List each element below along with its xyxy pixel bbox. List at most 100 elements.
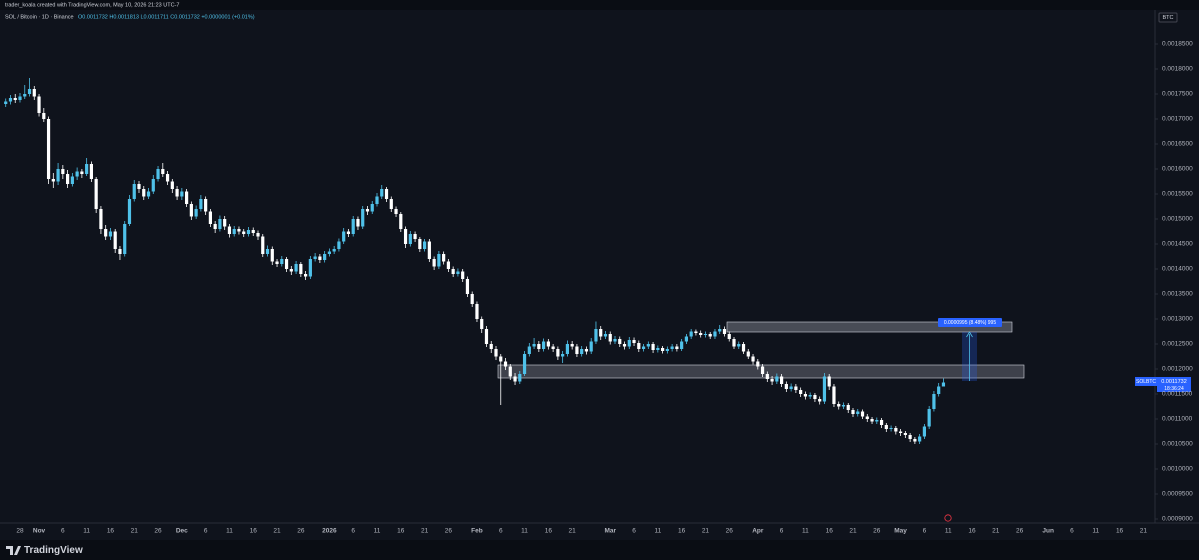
candle-body	[713, 331, 717, 337]
candle-body	[646, 344, 650, 347]
candle-body	[142, 189, 146, 197]
y-tick-label: 0.0013000	[1162, 316, 1193, 323]
candle-body	[42, 113, 46, 119]
candle-body	[351, 219, 355, 234]
candle-body	[651, 344, 655, 350]
candle-body	[484, 329, 489, 344]
candle-body	[46, 119, 51, 179]
candle-body	[127, 199, 132, 224]
candle-body	[775, 376, 779, 382]
x-tick-label: May	[894, 528, 907, 535]
candle-body	[151, 179, 155, 192]
candle-body	[561, 354, 565, 357]
candle-body	[380, 189, 384, 197]
countdown: 18:36:24	[1164, 386, 1184, 392]
candle-body	[732, 339, 736, 347]
candle-body	[632, 340, 636, 343]
candle-body	[532, 344, 536, 347]
resistance-zone[interactable]	[726, 321, 1013, 333]
y-tick-label: 0.0011000	[1162, 416, 1193, 423]
x-tick-label: 2026	[322, 528, 337, 535]
candle-body	[146, 191, 151, 197]
y-tick-label: 0.0010000	[1162, 466, 1193, 473]
x-tick-label: 26	[873, 528, 881, 535]
candle-body	[494, 349, 498, 357]
x-tick-label: 16	[250, 528, 258, 535]
candle-body	[161, 169, 165, 174]
candle-body	[256, 233, 260, 237]
candle-body	[699, 333, 703, 335]
candles	[4, 78, 946, 444]
candle-body	[442, 254, 446, 262]
candle-body	[822, 376, 827, 402]
candle-body	[551, 346, 555, 349]
candle-body	[751, 356, 755, 362]
candle-body	[199, 199, 203, 209]
candle-body	[427, 241, 431, 259]
candle-body	[765, 374, 769, 379]
measure-label: 0.0000995 (8.48%) 995	[944, 320, 996, 326]
candle-body	[760, 366, 765, 374]
y-tick-label: 0.0014000	[1162, 266, 1193, 273]
candle-body	[227, 226, 232, 234]
currency-label[interactable]: BTC	[1163, 15, 1174, 21]
candle-body	[899, 431, 903, 433]
candle-body	[799, 390, 803, 394]
x-tick-label: 26	[297, 528, 305, 535]
x-tick-label: 16	[397, 528, 405, 535]
candle-body	[770, 379, 774, 382]
candle-body	[208, 211, 212, 224]
candle-body	[818, 399, 822, 402]
last-price: 0.0011732	[1161, 379, 1187, 385]
candle-body	[694, 331, 698, 333]
y-tick-label: 0.0017500	[1162, 91, 1193, 98]
candle-body	[389, 199, 393, 209]
candle-body	[113, 231, 117, 249]
x-tick-label: 21	[1140, 528, 1148, 535]
candle-body	[394, 209, 398, 214]
candle-body	[489, 344, 493, 349]
candle-body	[784, 384, 788, 389]
chart-title: SOL / Bitcoin · 1D · Binance	[5, 14, 74, 20]
x-tick-label: 26	[726, 528, 734, 535]
candle-body	[94, 179, 98, 209]
candle-body	[251, 230, 255, 233]
y-tick-label: 0.0009500	[1162, 491, 1193, 498]
candle-body	[270, 249, 274, 262]
symbol-tag-text: SOLBTC	[1136, 379, 1156, 385]
candle-body	[223, 219, 227, 227]
candle-body	[884, 425, 888, 429]
candle-body	[737, 344, 741, 347]
candle-body	[8, 98, 13, 102]
x-tick-label: 16	[107, 528, 115, 535]
candle-body	[889, 428, 893, 429]
x-tick-label: 21	[273, 528, 281, 535]
x-tick-label: 21	[131, 528, 139, 535]
y-tick-label: 0.0017000	[1162, 116, 1193, 123]
candle-body	[265, 249, 270, 254]
candle-body	[289, 269, 293, 272]
candle-body	[61, 169, 65, 174]
x-tick-label: 6	[499, 528, 503, 535]
candle-body	[603, 334, 608, 337]
candle-body	[108, 231, 113, 237]
x-tick-label: 6	[632, 528, 636, 535]
event-marker[interactable]	[944, 514, 952, 522]
currency-box[interactable]	[1158, 12, 1178, 23]
x-tick-label: 11	[226, 528, 233, 535]
x-tick-label: Feb	[471, 528, 483, 535]
candle-body	[941, 382, 946, 387]
candle-body	[437, 254, 441, 267]
measure-label-box	[938, 318, 1002, 327]
candle-body	[903, 433, 907, 435]
footer-bar	[0, 540, 1199, 560]
x-tick-label: 16	[678, 528, 686, 535]
x-tick-label: 21	[849, 528, 857, 535]
candle-body	[637, 343, 641, 349]
x-tick-label: Apr	[752, 528, 764, 535]
candle-body	[608, 334, 612, 342]
candle-body	[132, 184, 136, 199]
candle-body	[661, 348, 665, 351]
y-tick-label: 0.0018500	[1162, 41, 1193, 48]
candle-body	[365, 209, 370, 212]
